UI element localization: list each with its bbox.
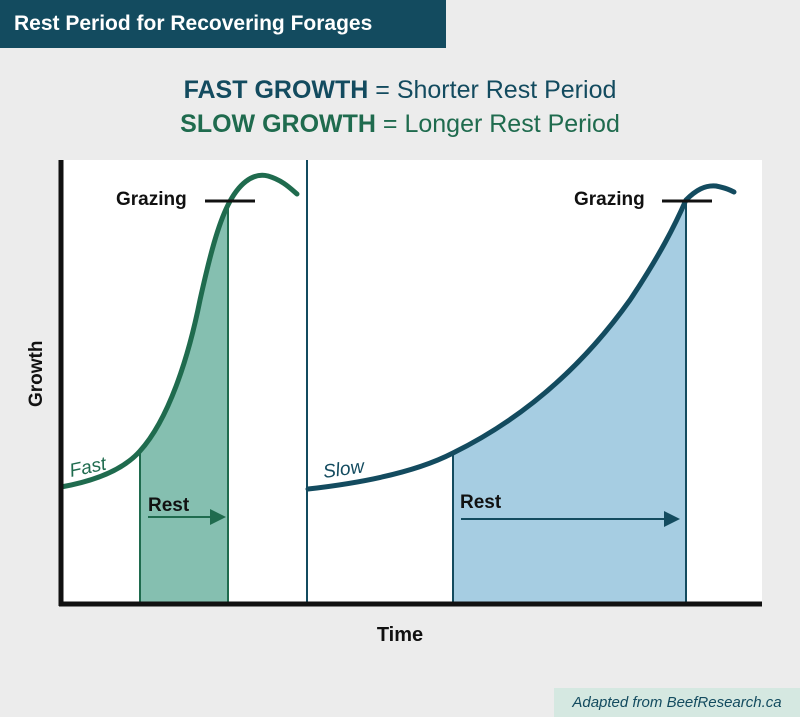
headline-fast: FAST GROWTH = Shorter Rest Period bbox=[0, 76, 800, 105]
fast-rest-label: Rest bbox=[148, 495, 190, 516]
headline-fast-text: = Shorter Rest Period bbox=[375, 76, 617, 104]
headline-slow: SLOW GROWTH = Longer Rest Period bbox=[0, 110, 800, 139]
slow-grazing-label: Grazing bbox=[574, 189, 645, 210]
title-banner: Rest Period for Recovering Forages bbox=[0, 0, 446, 48]
x-axis-label: Time bbox=[376, 624, 424, 646]
headline-fast-keyword: FAST GROWTH bbox=[183, 76, 369, 104]
source-credit-text: Adapted from BeefResearch.ca bbox=[572, 694, 782, 711]
fast-rest-area bbox=[140, 205, 228, 604]
headline-slow-text: = Longer Rest Period bbox=[382, 110, 620, 138]
fast-grazing-label: Grazing bbox=[116, 189, 187, 210]
slow-rest-label: Rest bbox=[460, 492, 502, 513]
source-credit: Adapted from BeefResearch.ca bbox=[554, 688, 800, 717]
slow-rest-area bbox=[453, 200, 686, 604]
headline-slow-keyword: SLOW GROWTH bbox=[180, 110, 376, 138]
fast-growth-curve bbox=[58, 172, 300, 490]
slow-growth-curve bbox=[305, 183, 737, 492]
y-axis-label: Growth bbox=[26, 340, 47, 408]
page-title: Rest Period for Recovering Forages bbox=[14, 12, 373, 35]
